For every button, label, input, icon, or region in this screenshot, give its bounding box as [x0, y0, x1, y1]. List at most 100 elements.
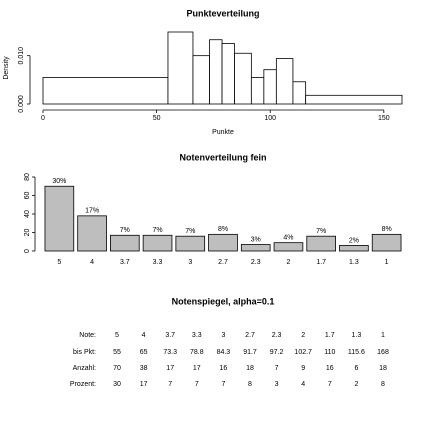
y-tick-label: 40 — [24, 210, 31, 218]
bar-annotation: 7% — [185, 228, 195, 235]
table-cell: 18 — [246, 365, 254, 372]
table-cell: 1.3 — [352, 332, 362, 339]
table-cell: 78.8 — [190, 349, 204, 356]
hist-bar — [221, 43, 235, 105]
hist-bar — [42, 77, 169, 105]
table-cell: 2.7 — [245, 332, 255, 339]
bar — [306, 235, 336, 252]
y-axis-label: Density — [3, 56, 10, 80]
y-tick-label: 20 — [24, 229, 31, 237]
hist-bar — [305, 94, 403, 105]
table-cell: 1.7 — [325, 332, 335, 339]
x-axis-label: Punkte — [212, 129, 234, 136]
table-cell: 17 — [166, 365, 174, 372]
x-tick-label: 2.3 — [251, 259, 261, 266]
table-cell: 70 — [113, 365, 121, 372]
bar-annotation: 7% — [316, 228, 326, 235]
table-cell: 84.3 — [217, 349, 231, 356]
table-cell: 1 — [381, 332, 385, 339]
bar — [371, 233, 402, 252]
y-tick-label: 60 — [24, 192, 31, 200]
bar-title: Notenverteilung fein — [179, 152, 266, 162]
table-cell: 17 — [193, 365, 201, 372]
table-cell: 30 — [113, 381, 121, 388]
table-cell: 168 — [377, 349, 389, 356]
table-cell: 102.7 — [294, 349, 312, 356]
table-cell: 3.3 — [192, 332, 202, 339]
x-tick-label: 50 — [153, 115, 161, 122]
x-tick-label: 3 — [188, 259, 192, 266]
bar — [273, 242, 304, 252]
x-tick-label: 100 — [264, 115, 276, 122]
y-tick-label: 0 — [24, 249, 31, 253]
table-cell: 4 — [142, 332, 146, 339]
bar-annotation: 30% — [52, 178, 66, 185]
bar — [208, 233, 238, 252]
row-label: Anzahl: — [73, 365, 96, 372]
bar — [77, 215, 107, 252]
hist-bar — [275, 58, 294, 105]
table-cell: 7 — [275, 365, 279, 372]
bar-annotation: 3% — [251, 236, 261, 243]
x-tick-label: 4 — [90, 259, 94, 266]
bar — [142, 234, 173, 252]
x-tick-label: 1 — [385, 259, 389, 266]
bar-annotation: 7% — [152, 227, 162, 234]
bar-annotation: 2% — [349, 237, 359, 244]
bar-annotation: 4% — [283, 235, 293, 242]
bar-annotation: 17% — [85, 208, 99, 215]
bar-annotation: 8% — [382, 226, 392, 233]
table-cell: 2.3 — [272, 332, 282, 339]
bar — [44, 185, 75, 252]
bar — [110, 234, 140, 252]
table-cell: 5 — [115, 332, 119, 339]
table-cell: 91.7 — [243, 349, 257, 356]
table-cell: 97.2 — [270, 349, 284, 356]
table-cell: 17 — [140, 381, 148, 388]
row-label: Note: — [79, 332, 96, 339]
table-cell: 2 — [354, 381, 358, 388]
table-cell: 7 — [195, 381, 199, 388]
x-tick-label: 3.7 — [120, 259, 130, 266]
x-tick-label: 150 — [378, 115, 390, 122]
table-cell: 7 — [168, 381, 172, 388]
bar — [240, 244, 271, 252]
y-tick-label: 80 — [24, 173, 31, 181]
x-tick-label: 3.3 — [153, 259, 163, 266]
x-tick-label: 1.3 — [349, 259, 359, 266]
table-cell: 38 — [140, 365, 148, 372]
hist-bar — [292, 81, 307, 105]
hist-bar — [234, 52, 252, 105]
table-cell: 4 — [301, 381, 305, 388]
x-tick-label: 2.7 — [218, 259, 228, 266]
bar — [339, 245, 369, 252]
table-cell: 65 — [140, 349, 148, 356]
table-cell: 7 — [328, 381, 332, 388]
table-cell: 55 — [113, 349, 121, 356]
table-cell: 9 — [301, 365, 305, 372]
x-tick-label: 2 — [287, 259, 291, 266]
table-cell: 2 — [301, 332, 305, 339]
table-cell: 16 — [326, 365, 334, 372]
table-cell: 110 — [324, 349, 335, 356]
x-tick-label: 0 — [41, 115, 45, 122]
bar-annotation: 7% — [120, 227, 130, 234]
hist-bar — [263, 69, 277, 105]
y-tick-label: 0.010 — [18, 47, 25, 65]
table-cell: 8 — [381, 381, 385, 388]
bar — [175, 235, 206, 252]
hist-bar — [250, 77, 265, 105]
row-label: bis Pkt: — [73, 349, 96, 356]
table-cell: 3 — [275, 381, 279, 388]
bar-annotation: 8% — [218, 226, 228, 233]
table-cell: 73.3 — [163, 349, 177, 356]
table-cell: 6 — [354, 365, 358, 372]
table-cell: 7 — [221, 381, 225, 388]
hist-bar — [192, 55, 210, 105]
table-cell: 8 — [248, 381, 252, 388]
table-cell: 18 — [379, 365, 387, 372]
table-cell: 115.6 — [348, 349, 365, 356]
table-cell: 16 — [220, 365, 228, 372]
x-tick-label: 5 — [57, 259, 61, 266]
